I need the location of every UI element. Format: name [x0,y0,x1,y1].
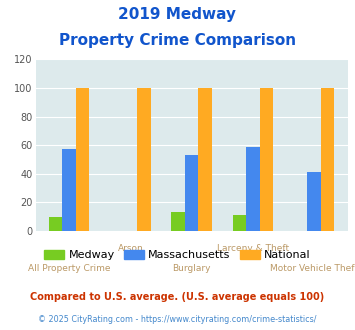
Bar [246,147,260,231]
Bar [49,217,62,231]
Text: Motor Vehicle Theft: Motor Vehicle Theft [270,264,355,273]
Bar [260,88,273,231]
Text: Property Crime Comparison: Property Crime Comparison [59,33,296,48]
Bar [233,215,246,231]
Bar [185,155,198,231]
Text: © 2025 CityRating.com - https://www.cityrating.com/crime-statistics/: © 2025 CityRating.com - https://www.city… [38,315,317,324]
Text: 2019 Medway: 2019 Medway [119,7,236,21]
Bar [321,88,334,231]
Text: All Property Crime: All Property Crime [28,264,110,273]
Bar [307,172,321,231]
Text: Arson: Arson [118,244,143,253]
Bar [137,88,151,231]
Bar [198,88,212,231]
Bar [62,149,76,231]
Legend: Medway, Massachusetts, National: Medway, Massachusetts, National [44,250,311,260]
Text: Larceny & Theft: Larceny & Theft [217,244,289,253]
Text: Compared to U.S. average. (U.S. average equals 100): Compared to U.S. average. (U.S. average … [31,292,324,302]
Text: Burglary: Burglary [173,264,211,273]
Bar [76,88,89,231]
Bar [171,213,185,231]
